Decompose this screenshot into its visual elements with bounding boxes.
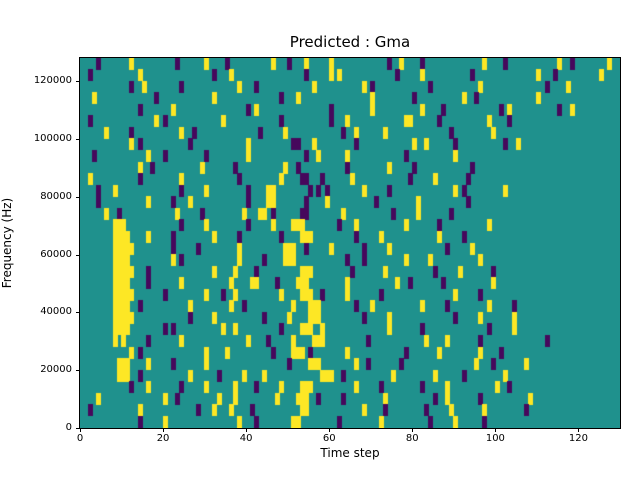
y-tick-mark — [76, 370, 80, 372]
x-tick-label: 0 — [76, 433, 84, 444]
y-tick-label: 20000 — [40, 364, 72, 376]
y-tick-label: 80000 — [40, 190, 72, 202]
y-tick-label: 120000 — [33, 75, 72, 87]
y-axis-label: Frequency (Hz) — [0, 197, 14, 289]
y-tick-mark — [76, 138, 80, 140]
x-tick-label: 80 — [405, 433, 419, 444]
y-tick-mark — [76, 254, 80, 256]
chart-title: Predicted : Gma — [289, 33, 411, 51]
y-tick-label: 60000 — [40, 248, 72, 260]
y-tick-label: 100000 — [33, 132, 72, 144]
heatmap — [80, 58, 620, 428]
x-tick-mark — [412, 428, 414, 432]
x-axis-label: Time step — [320, 446, 380, 460]
x-tick-label: 20 — [156, 433, 170, 444]
y-tick-mark — [76, 196, 80, 198]
y-tick-mark — [76, 81, 80, 83]
x-tick-mark — [578, 428, 580, 432]
x-tick-mark — [80, 428, 81, 432]
y-tick-label: 0 — [65, 422, 72, 433]
y-tick-mark — [76, 312, 80, 314]
x-tick-mark — [329, 428, 331, 432]
x-tick-label: 40 — [239, 433, 253, 444]
x-tick-label: 60 — [322, 433, 336, 444]
x-tick-mark — [495, 428, 497, 432]
y-tick-mark — [76, 428, 80, 429]
x-tick-label: 100 — [485, 433, 505, 444]
x-tick-label: 120 — [568, 433, 588, 444]
x-tick-mark — [163, 428, 165, 432]
y-tick-label: 40000 — [40, 306, 72, 318]
x-tick-mark — [246, 428, 248, 432]
